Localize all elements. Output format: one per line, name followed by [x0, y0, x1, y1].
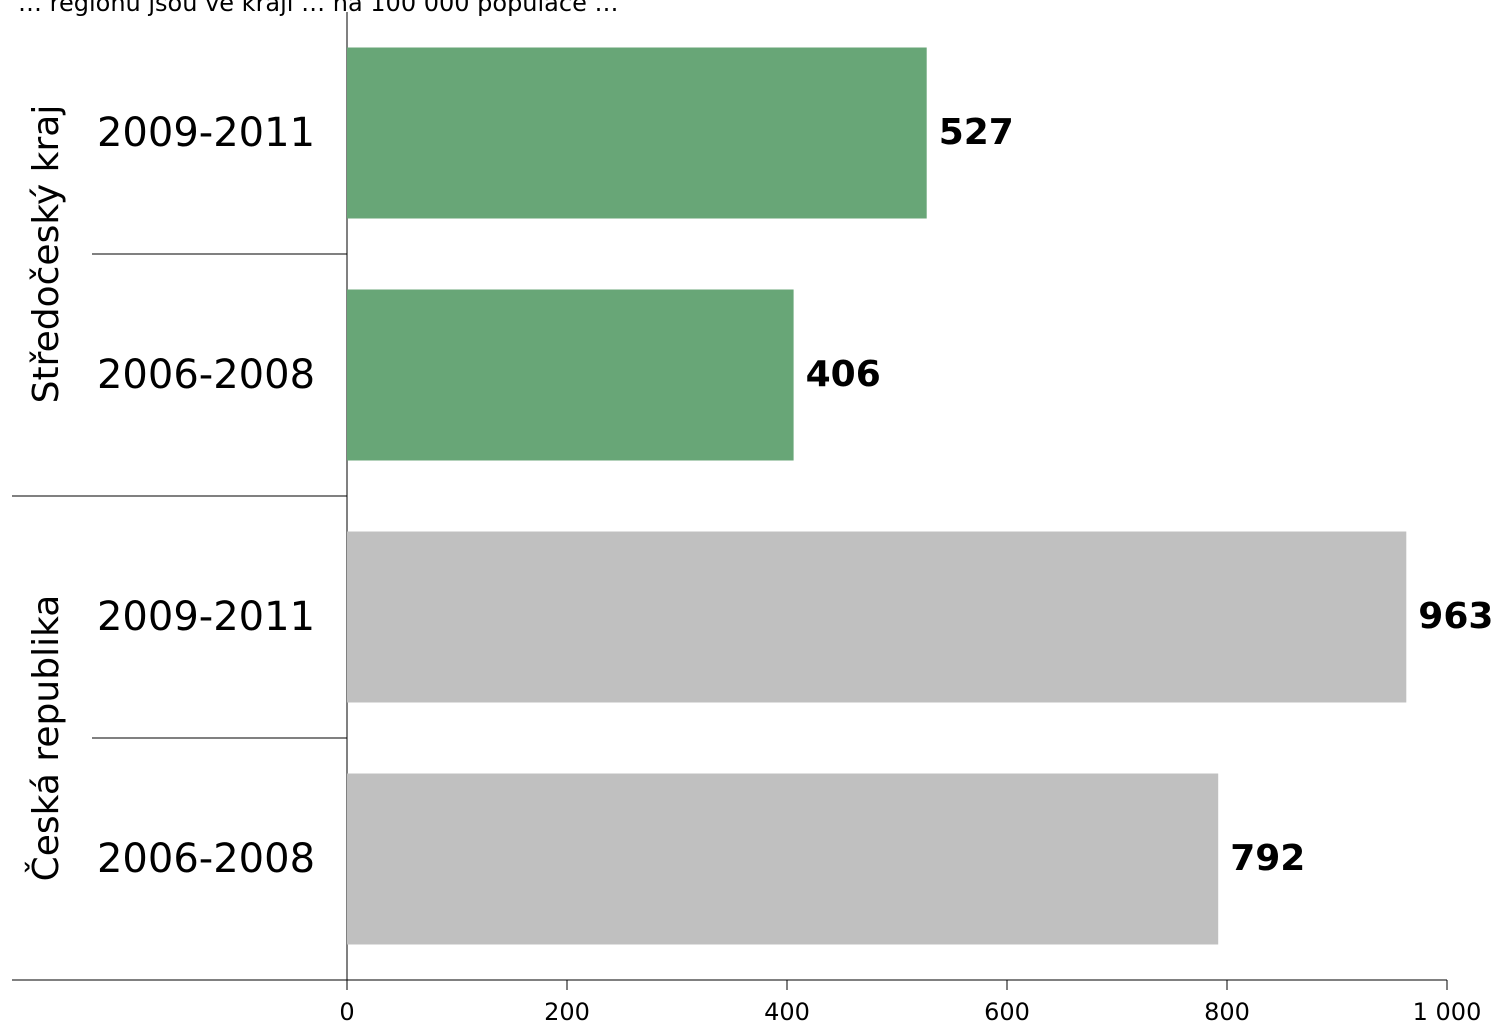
bar-value-label: 963 [1418, 596, 1493, 637]
x-tick-label: 0 [339, 998, 354, 1026]
category-label: 2006-2008 [97, 352, 315, 398]
bar [347, 47, 927, 219]
x-tick-label: 1 000 [1413, 998, 1482, 1026]
bar-value-label: 527 [939, 112, 1014, 153]
bar [347, 773, 1219, 945]
category-label: 2009-2011 [97, 110, 315, 156]
bar [347, 289, 794, 461]
bar-value-label: 792 [1230, 838, 1305, 879]
category-label: 2009-2011 [97, 594, 315, 640]
group-label: Česká republika [25, 595, 67, 882]
x-tick-label: 400 [764, 998, 810, 1026]
x-tick-label: 200 [544, 998, 590, 1026]
category-label: 2006-2008 [97, 836, 315, 882]
group-label: Středočeský kraj [26, 105, 67, 404]
chart-labels: 0 200 400 600 800 1 000 Středočeský kraj 527 200… [25, 105, 1493, 1026]
chart-top-text: … regionu jsou ve kraji … na 100 000 pop… [18, 0, 618, 17]
x-tick-label: 800 [1204, 998, 1250, 1026]
chart-bars [347, 47, 1407, 945]
bar-value-label: 406 [806, 354, 881, 395]
x-tick-label: 600 [984, 998, 1030, 1026]
bar [347, 531, 1407, 703]
